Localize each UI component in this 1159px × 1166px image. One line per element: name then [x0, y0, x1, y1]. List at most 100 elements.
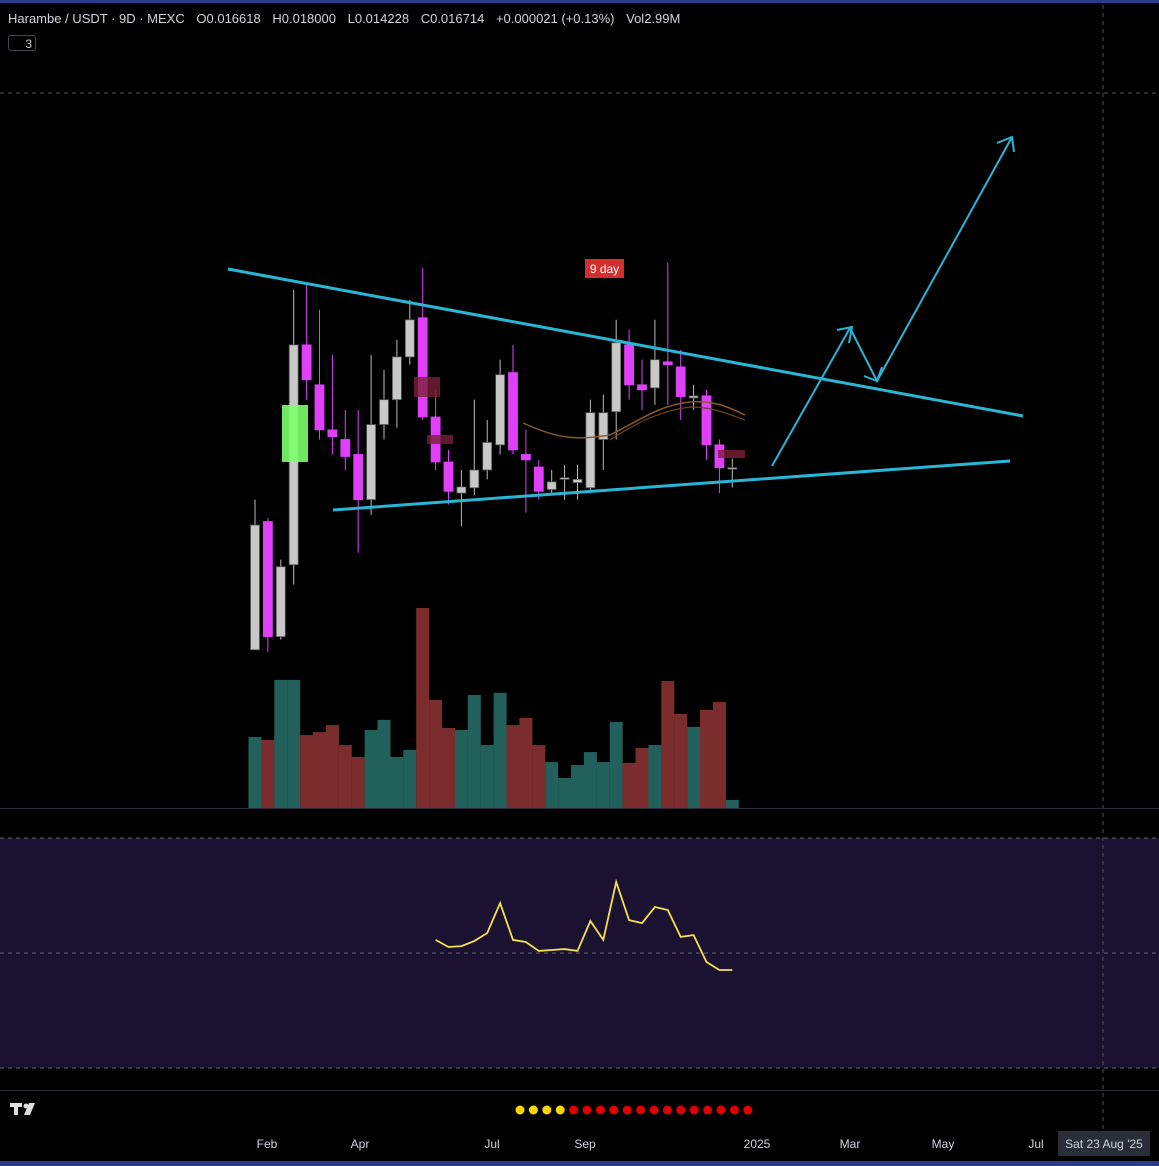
volume-bar	[519, 717, 533, 808]
candle-body	[701, 395, 712, 446]
volume-bar	[300, 735, 314, 808]
candle-body	[314, 384, 325, 431]
arrow-head	[863, 366, 883, 383]
candle-body	[469, 469, 480, 489]
projection-arrow	[771, 136, 1013, 467]
volume-value: 2.99M	[644, 11, 681, 26]
volume-label: Vol	[626, 11, 645, 26]
volume-bar	[583, 752, 597, 808]
volume-bar	[390, 756, 404, 808]
volume-bar	[364, 729, 378, 808]
volume-bar	[454, 729, 468, 808]
volume-bar	[635, 747, 649, 808]
volume-bar	[248, 736, 262, 808]
status-dot	[595, 1105, 605, 1115]
candle-body	[688, 395, 699, 399]
candle-body	[611, 342, 622, 413]
volume-bar	[338, 745, 352, 808]
time-label: Jul	[484, 1137, 499, 1151]
candle-body	[404, 319, 415, 358]
volume-bar	[403, 749, 417, 808]
candle-body	[572, 478, 583, 484]
status-dot	[689, 1105, 699, 1115]
volume-bar	[416, 607, 430, 808]
status-dot	[528, 1105, 538, 1115]
time-label: Sep	[574, 1137, 596, 1151]
status-dot	[622, 1105, 632, 1115]
volume-bar	[506, 725, 520, 808]
arrow-head	[836, 325, 854, 344]
candle-body	[379, 399, 389, 425]
indicator-toggle[interactable]: 3	[8, 35, 36, 51]
volume-bar	[480, 745, 494, 808]
candle-body	[533, 466, 544, 492]
close-value: 0.016714	[430, 11, 485, 26]
candle-body	[443, 461, 454, 492]
low-label: L	[347, 11, 355, 26]
volume-bar	[261, 739, 275, 808]
candle-body	[559, 477, 570, 480]
volume-bar	[493, 692, 507, 808]
crosshair-label-box	[1058, 1131, 1150, 1156]
crosshair-label: Sat 23 Aug '25	[1065, 1137, 1143, 1151]
zone-box	[427, 435, 453, 444]
candle-body	[546, 481, 557, 490]
annotation: 9 day	[590, 262, 619, 276]
time-label: May	[932, 1137, 955, 1151]
time-label: 2025	[744, 1137, 771, 1151]
volume-bar	[442, 727, 455, 808]
volume-bar	[661, 680, 675, 808]
time-label: Mar	[840, 1137, 861, 1151]
candle-body	[340, 439, 351, 457]
high-label: H	[272, 11, 282, 26]
volume-bar	[725, 799, 739, 808]
volume-bar	[325, 725, 339, 808]
symbol: Harambe / USDT · 9D · MEXC	[8, 11, 185, 26]
status-dot	[649, 1105, 659, 1115]
status-dot	[636, 1105, 646, 1115]
change: +0.000021 (+0.13%)	[495, 11, 615, 26]
volume-bar	[596, 762, 610, 808]
volume-bar	[545, 762, 559, 808]
bottom-border	[0, 1161, 1159, 1166]
zone-box	[414, 377, 440, 397]
trend-line	[332, 459, 1011, 512]
status-dot	[515, 1105, 525, 1115]
high-value: 0.018000	[281, 11, 336, 26]
status-dot	[703, 1105, 713, 1115]
trend-line	[227, 267, 1024, 418]
candle-body	[301, 344, 312, 381]
candle-body	[675, 366, 686, 398]
candle-body	[327, 429, 338, 437]
volume-bar	[313, 732, 326, 808]
candle-body	[727, 467, 738, 470]
volume-bar	[558, 777, 572, 808]
candle-body	[508, 372, 518, 451]
status-dot	[569, 1105, 579, 1115]
open-label: O	[196, 11, 207, 26]
tv-logo	[10, 1103, 35, 1115]
open-value: 0.016618	[206, 11, 261, 26]
volume-bar	[377, 719, 391, 808]
indicator-line	[435, 878, 733, 971]
volume-bar	[467, 695, 481, 808]
moving-average	[522, 400, 746, 439]
candle-body	[662, 361, 673, 366]
status-dot	[716, 1105, 726, 1115]
volume-bar	[674, 713, 688, 808]
time-label: Apr	[351, 1137, 370, 1151]
candle-body	[585, 412, 596, 489]
volume-bar	[532, 745, 546, 808]
status-dot	[582, 1105, 592, 1115]
volume-bar	[351, 756, 365, 808]
candle-body	[482, 442, 493, 471]
volume-bar	[712, 702, 726, 808]
volume-bar	[648, 745, 662, 808]
status-dot	[729, 1105, 739, 1115]
time-label: Jul	[1028, 1137, 1043, 1151]
volume-bar	[609, 722, 623, 808]
volume-bar	[274, 679, 288, 808]
candle-body	[417, 317, 428, 418]
